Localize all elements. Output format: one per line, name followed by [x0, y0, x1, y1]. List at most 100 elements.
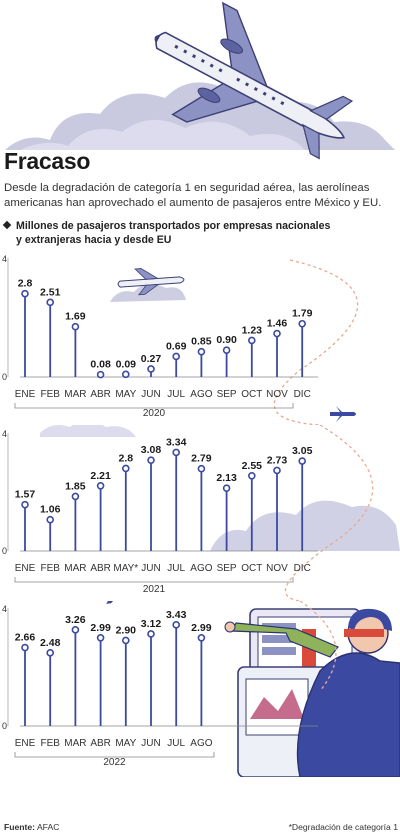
data-point: [122, 636, 130, 645]
chart-2022: 4 0 2.66 ENE 2.48 FEB 3.26 MAR 2.99 ABR 2.90 MAY 3.1…: [2, 601, 400, 777]
x-tick-label: MAY*: [113, 563, 138, 574]
data-label: 3.43: [166, 609, 187, 621]
data-point: [147, 365, 155, 373]
data-point: [298, 457, 307, 465]
data-point: [46, 649, 55, 657]
legend-line-2: y extranjeras hacia y desde EU: [16, 234, 172, 246]
year-label: 2020: [143, 408, 166, 419]
x-tick-label: FEB: [40, 389, 60, 400]
data-point: [222, 484, 231, 492]
data-point: [248, 471, 256, 480]
data-point: [147, 630, 155, 638]
x-tick-label: FEB: [40, 738, 60, 749]
data-label: 2.99: [191, 622, 212, 634]
data-label: 3.12: [141, 618, 162, 630]
data-label: 3.34: [166, 436, 187, 448]
x-tick-label: AGO: [190, 563, 212, 574]
data-label: 0.85: [191, 336, 212, 348]
hero-illustration: [5, 1, 395, 160]
data-label: 1.46: [267, 318, 288, 330]
x-tick-label: JUL: [167, 389, 185, 400]
data-point: [147, 456, 155, 464]
year-bracket: [14, 577, 294, 583]
x-tick-label: FEB: [40, 563, 60, 574]
data-point: [273, 466, 281, 475]
y-tick-label: 0: [2, 721, 7, 731]
data-label: 2.48: [40, 637, 61, 649]
data-point: [21, 289, 29, 298]
x-tick-label: ABR: [90, 563, 111, 574]
y-tick-label: 0: [2, 372, 7, 382]
data-label: 2.8: [118, 452, 133, 464]
cloud-icon: [110, 283, 186, 302]
flight-path: [284, 425, 374, 601]
data-point: [96, 482, 105, 490]
cloud-icon: [40, 425, 136, 437]
x-tick-label: JUN: [141, 738, 160, 749]
data-point: [21, 643, 29, 652]
x-tick-label: DIC: [294, 389, 311, 400]
page-subtitle: Desde la degradación de categoría 1 en s…: [4, 182, 382, 209]
x-tick-label: MAY: [115, 738, 136, 749]
year-label: 2022: [103, 757, 126, 768]
footer-note: *Degradación de categoría 1: [288, 822, 398, 832]
diamond-bullet-icon: [2, 220, 12, 230]
data-label: 2.51: [40, 286, 61, 298]
data-label: 2.79: [191, 453, 212, 465]
data-label: 0.90: [216, 334, 237, 346]
y-tick-label: 4: [2, 429, 7, 439]
y-tick-label: 4: [2, 254, 7, 264]
data-label: 1.06: [40, 504, 61, 516]
chart-2021: 4 0 1.57 ENE 1.06 FEB 1.85 MAR 2.21 ABR 2.8 MAY* 3.0…: [2, 425, 400, 601]
data-point: [298, 319, 307, 328]
footer-source-value: AFAC: [36, 822, 60, 832]
data-point: [248, 336, 256, 345]
data-point: [172, 448, 180, 457]
airplane-icon: [93, 601, 133, 604]
data-point: [172, 621, 180, 629]
cloud-icon: [210, 500, 400, 551]
data-label: 0.27: [141, 353, 162, 365]
chart-legend: Millones de pasajeros transportados por …: [2, 219, 374, 247]
data-label: 0.69: [166, 340, 187, 352]
data-label: 0.08: [90, 359, 111, 371]
airplane-icon: [117, 268, 185, 296]
data-label: 2.13: [216, 472, 237, 484]
flight-path: [299, 601, 337, 692]
x-tick-label: ENE: [15, 389, 36, 400]
data-label: 1.57: [15, 489, 36, 501]
data-label: 2.66: [15, 632, 36, 644]
cloud-icon: [20, 119, 305, 150]
data-label: 2.73: [267, 454, 288, 466]
data-label: 3.26: [65, 614, 86, 626]
x-tick-label: OCT: [241, 389, 262, 400]
data-point: [46, 298, 55, 307]
x-tick-label: ENE: [15, 563, 36, 574]
data-point: [273, 329, 281, 338]
data-label: 3.05: [292, 445, 313, 457]
x-tick-label: MAR: [64, 738, 86, 749]
x-tick-label: ABR: [90, 389, 111, 400]
x-tick-label: SEP: [217, 563, 237, 574]
data-label: 0.09: [116, 358, 137, 370]
x-tick-label: SEP: [217, 389, 237, 400]
data-point: [222, 346, 231, 355]
flight-path: [273, 259, 359, 425]
air-traffic-controller-icon: [224, 608, 400, 777]
data-point: [46, 515, 55, 524]
airplane-icon: [330, 406, 356, 422]
data-label: 2.55: [242, 460, 263, 472]
data-label: 2.90: [116, 624, 137, 636]
chart-2020: 4 0 2.8 ENE 2.51 FEB 1.69 MAR 0.08 ABR 0.09 MAY 0.27…: [2, 254, 359, 425]
data-label: 1.79: [292, 308, 313, 320]
x-tick-label: ABR: [90, 738, 111, 749]
data-label: 2.21: [90, 470, 111, 482]
x-tick-label: ENE: [15, 738, 36, 749]
year-bracket: [14, 403, 294, 409]
page-title: Fracaso: [4, 148, 91, 174]
x-tick-label: AGO: [190, 738, 212, 749]
x-tick-label: JUN: [141, 389, 160, 400]
data-label: 3.08: [141, 444, 162, 456]
data-point: [122, 464, 130, 473]
x-tick-label: MAY: [115, 389, 136, 400]
